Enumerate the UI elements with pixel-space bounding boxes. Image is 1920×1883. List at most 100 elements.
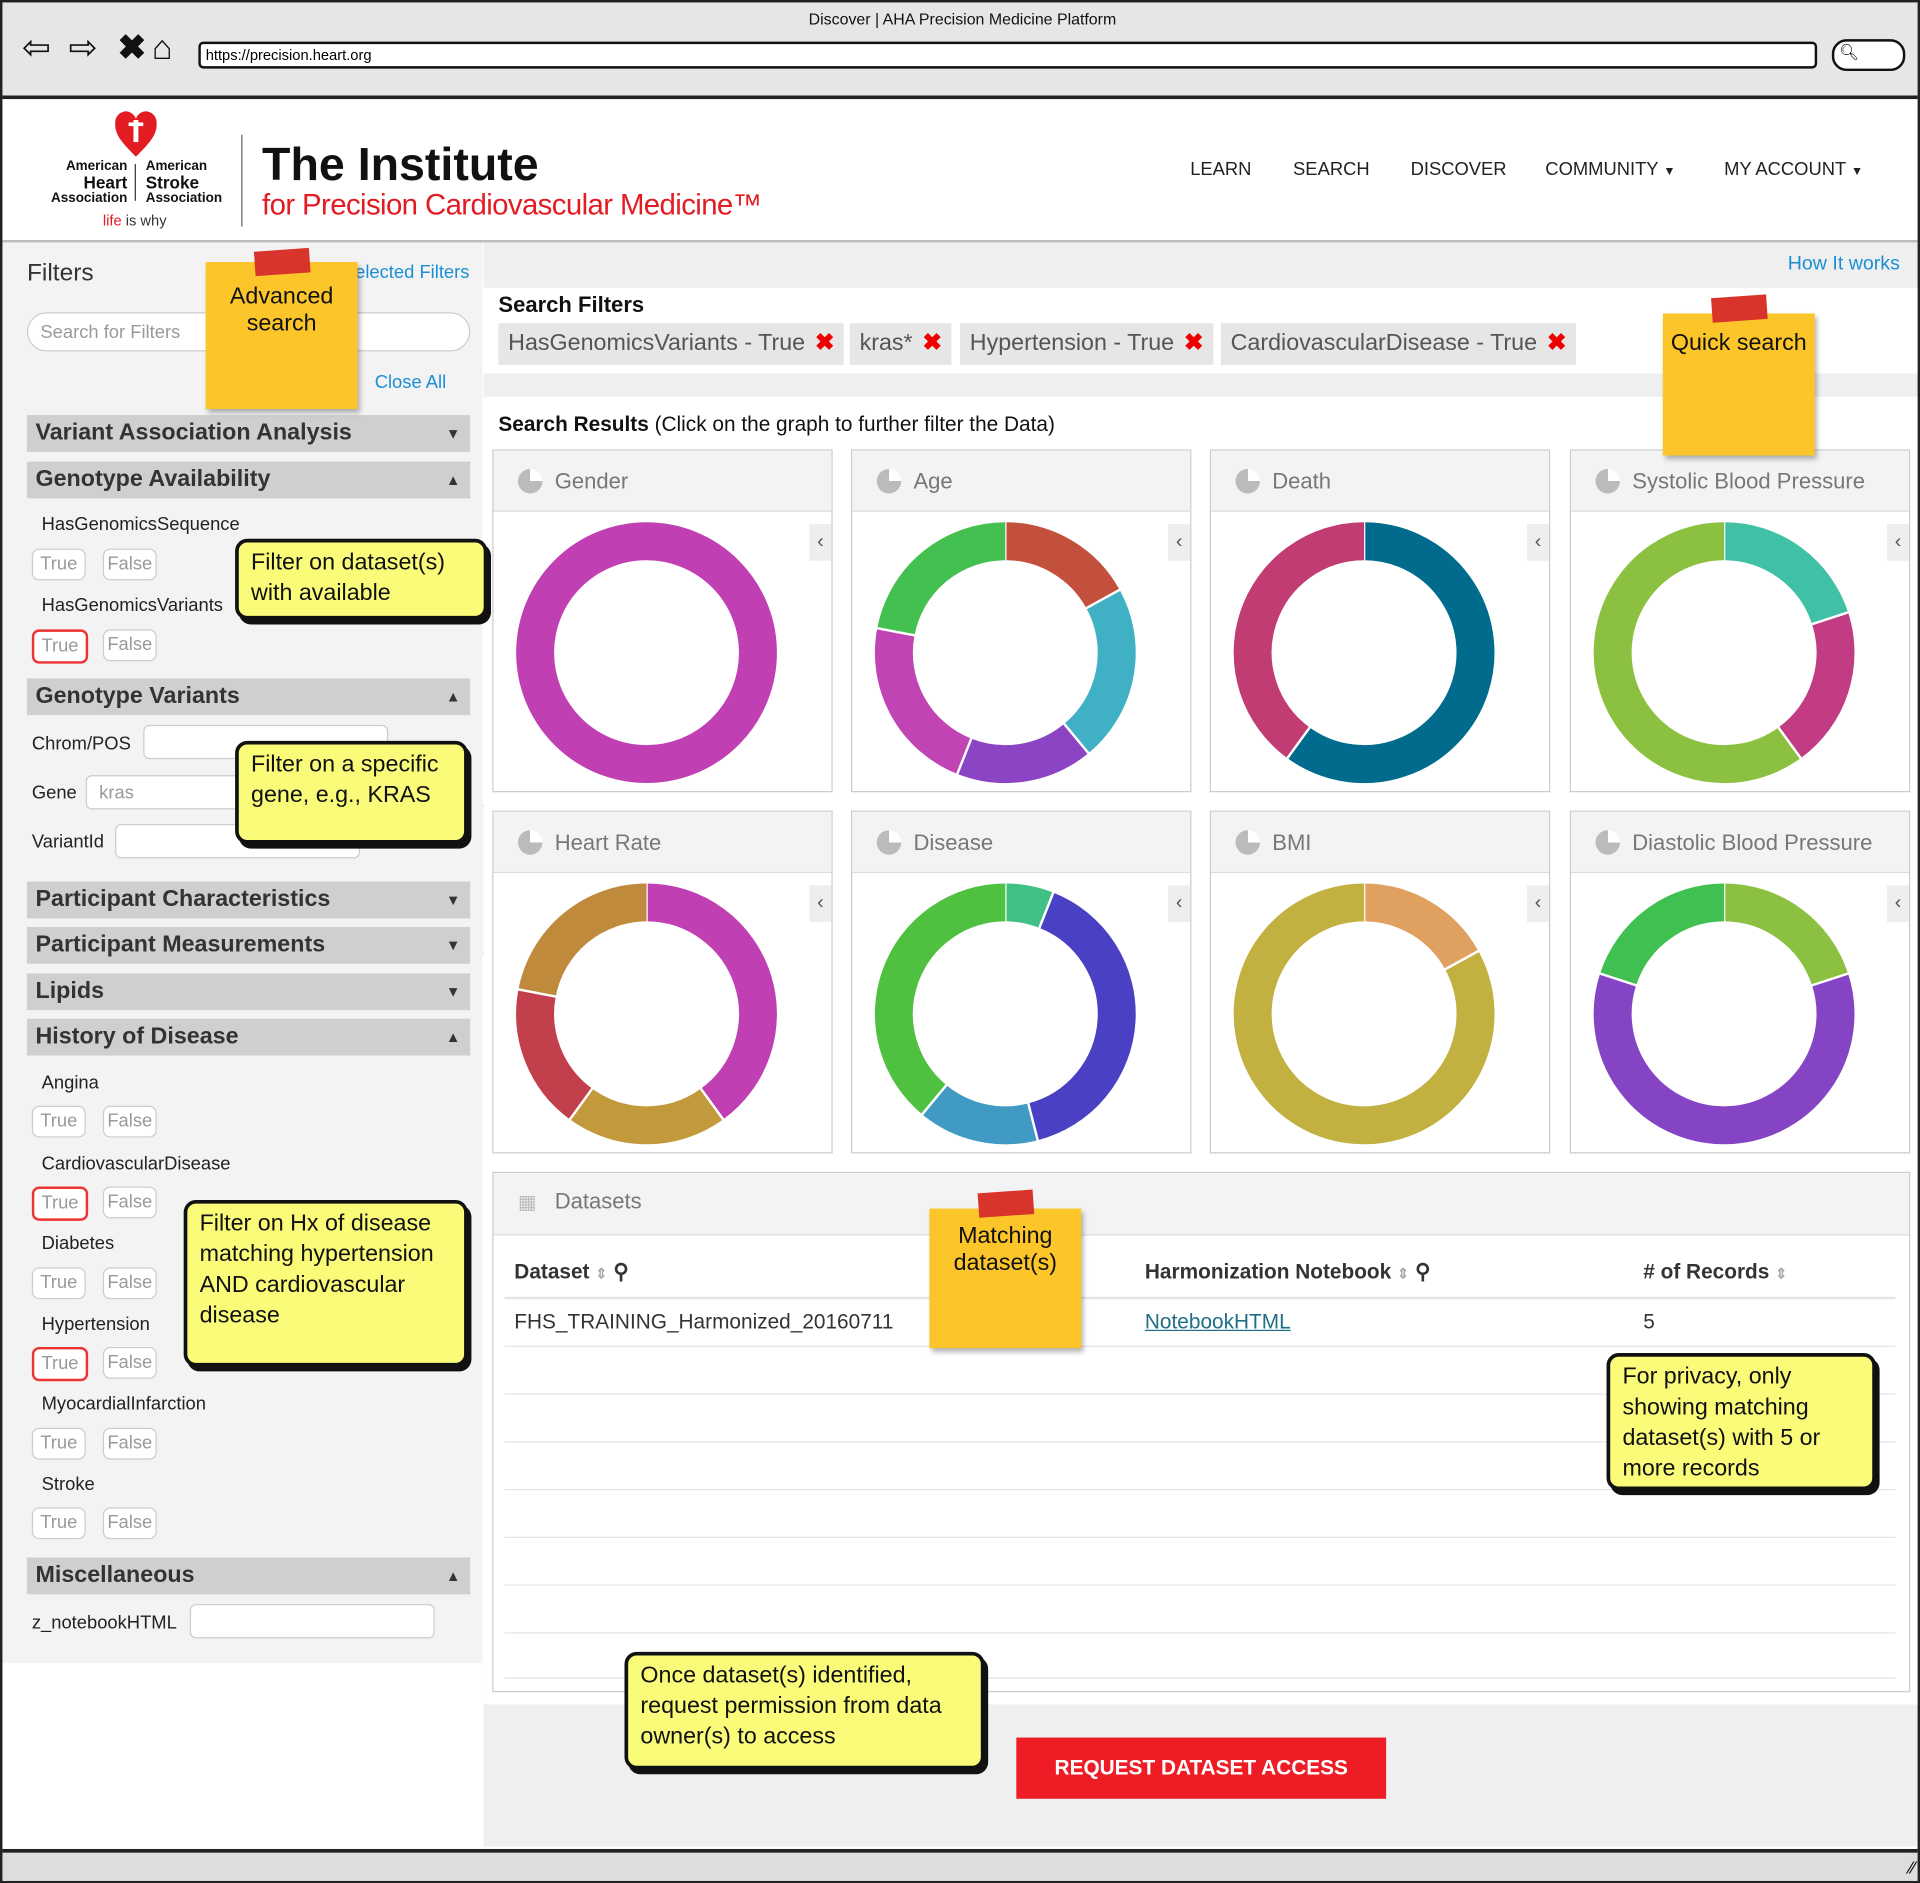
remove-icon[interactable]: ✖: [1546, 330, 1567, 357]
donut-slice[interactable]: [1233, 522, 1365, 759]
filter-chip[interactable]: Hypertension - True ✖: [960, 323, 1214, 365]
col-dataset[interactable]: Dataset ⇕ ⚲: [514, 1260, 629, 1284]
donut-slice[interactable]: [1004, 883, 1054, 929]
chart-card-disease[interactable]: Disease ‹: [851, 810, 1192, 1154]
chart-card-systolic-blood-pressure[interactable]: Systolic Blood Pressure ‹: [1569, 449, 1911, 793]
section-variant-association[interactable]: Variant Association Analysis ▼: [26, 415, 471, 452]
gene-input[interactable]: kras: [85, 775, 245, 810]
chevron-left-icon[interactable]: ‹: [1526, 885, 1549, 923]
chart-card-bmi[interactable]: BMI ‹: [1209, 810, 1551, 1154]
url-bar[interactable]: https://precision.heart.org: [198, 41, 1818, 69]
nav-search[interactable]: SEARCH: [1293, 159, 1370, 181]
section-lipids[interactable]: Lipids ▼: [26, 973, 471, 1011]
notebook-link[interactable]: NotebookHTML: [1144, 1310, 1291, 1334]
chevron-left-icon[interactable]: ‹: [809, 885, 832, 923]
how-it-works-link[interactable]: How It works: [1787, 253, 1900, 275]
donut-slice[interactable]: [1004, 522, 1120, 609]
chevron-left-icon[interactable]: ‹: [1168, 524, 1191, 561]
selected-filters-link[interactable]: Selected Filters: [342, 262, 470, 283]
donut-slice[interactable]: [516, 989, 593, 1120]
stroke-true[interactable]: True: [31, 1507, 86, 1540]
remove-icon[interactable]: ✖: [1183, 330, 1204, 357]
donut-slice[interactable]: [877, 522, 1006, 636]
donut-slice[interactable]: [1600, 883, 1725, 986]
sort-icon[interactable]: ⇕: [1397, 1264, 1410, 1283]
section-participant-characteristics[interactable]: Participant Characteristics ▼: [26, 881, 471, 919]
hypertension-true[interactable]: True: [31, 1346, 89, 1382]
donut-chart[interactable]: [512, 879, 781, 1148]
notebook-input[interactable]: [189, 1604, 435, 1639]
donut-slice[interactable]: [874, 883, 1006, 1115]
chevron-left-icon[interactable]: ‹: [1886, 524, 1909, 561]
cvd-false[interactable]: False: [102, 1186, 157, 1219]
chart-card-gender[interactable]: Gender ‹: [492, 449, 833, 793]
angina-false[interactable]: False: [102, 1105, 157, 1138]
back-icon[interactable]: ⇦: [22, 28, 51, 67]
donut-slice[interactable]: [1723, 883, 1849, 986]
sort-icon[interactable]: ⇕: [1775, 1264, 1788, 1283]
nav-community[interactable]: COMMUNITY ▼: [1545, 159, 1676, 181]
donut-slice[interactable]: [1063, 589, 1136, 754]
has-var-true[interactable]: True: [31, 629, 89, 664]
resize-grip-icon[interactable]: ⁄⁄: [1909, 1857, 1916, 1878]
section-miscellaneous[interactable]: Miscellaneous ▲: [26, 1557, 471, 1595]
donut-chart[interactable]: [871, 518, 1140, 787]
donut-chart[interactable]: [1229, 518, 1498, 787]
donut-slice[interactable]: [1363, 883, 1479, 970]
section-genotype-availability[interactable]: Genotype Availability ▲: [26, 461, 471, 499]
chevron-left-icon[interactable]: ‹: [1526, 524, 1549, 561]
donut-slice[interactable]: [957, 723, 1089, 784]
search-icon[interactable]: ⚲: [1415, 1260, 1431, 1284]
chevron-left-icon[interactable]: ‹: [1886, 885, 1909, 923]
donut-slice[interactable]: [516, 522, 777, 784]
close-all-link[interactable]: Close All: [374, 372, 447, 394]
donut-slice[interactable]: [569, 1088, 724, 1145]
chart-card-diastolic-blood-pressure[interactable]: Diastolic Blood Pressure ‹: [1569, 810, 1911, 1154]
section-participant-measurements[interactable]: Participant Measurements ▼: [26, 926, 471, 964]
chevron-left-icon[interactable]: ‹: [1168, 885, 1191, 923]
donut-slice[interactable]: [1593, 522, 1801, 784]
section-genotype-variants[interactable]: Genotype Variants ▲: [26, 678, 471, 716]
col-records[interactable]: # of Records ⇕: [1643, 1260, 1788, 1284]
donut-slice[interactable]: [874, 628, 972, 774]
nav-my-account[interactable]: MY ACCOUNT ▼: [1724, 159, 1864, 181]
search-icon[interactable]: ⚲: [613, 1260, 629, 1284]
donut-slice[interactable]: [646, 883, 777, 1120]
donut-slice[interactable]: [518, 883, 648, 998]
filter-chip[interactable]: kras* ✖: [849, 323, 952, 365]
chevron-left-icon[interactable]: ‹: [809, 524, 832, 561]
col-notebook[interactable]: Harmonization Notebook ⇕ ⚲: [1144, 1260, 1431, 1284]
section-history-of-disease[interactable]: History of Disease ▲: [26, 1018, 471, 1056]
browser-search[interactable]: 🔍︎: [1831, 39, 1906, 72]
forward-icon[interactable]: ⇨: [68, 28, 98, 67]
mi-false[interactable]: False: [102, 1427, 157, 1460]
close-icon[interactable]: ✖: [117, 28, 147, 67]
has-var-false[interactable]: False: [102, 629, 157, 662]
sort-icon[interactable]: ⇕: [595, 1264, 608, 1283]
remove-icon[interactable]: ✖: [922, 330, 942, 357]
stroke-false[interactable]: False: [102, 1507, 157, 1540]
chart-card-age[interactable]: Age ‹: [851, 449, 1192, 793]
donut-chart[interactable]: [1589, 879, 1858, 1148]
nav-discover[interactable]: DISCOVER: [1410, 159, 1507, 181]
chart-card-heart-rate[interactable]: Heart Rate ‹: [492, 810, 833, 1154]
donut-chart[interactable]: [1589, 518, 1858, 787]
has-seq-true[interactable]: True: [31, 548, 86, 581]
nav-learn[interactable]: LEARN: [1190, 159, 1252, 181]
filter-chip[interactable]: CardiovascularDisease - True ✖: [1220, 323, 1577, 365]
donut-slice[interactable]: [922, 1084, 1038, 1145]
hypertension-false[interactable]: False: [102, 1346, 157, 1379]
donut-slice[interactable]: [1593, 973, 1855, 1145]
donut-slice[interactable]: [1027, 892, 1136, 1141]
diabetes-false[interactable]: False: [102, 1267, 157, 1300]
chart-card-death[interactable]: Death ‹: [1209, 449, 1551, 793]
filter-chip[interactable]: HasGenomicsVariants - True ✖: [498, 323, 845, 365]
donut-slice[interactable]: [1287, 522, 1495, 784]
cvd-true[interactable]: True: [31, 1186, 89, 1221]
donut-chart[interactable]: [871, 879, 1140, 1148]
donut-chart[interactable]: [512, 518, 781, 787]
has-seq-false[interactable]: False: [102, 548, 157, 581]
donut-chart[interactable]: [1229, 879, 1498, 1148]
mi-true[interactable]: True: [31, 1427, 86, 1460]
remove-icon[interactable]: ✖: [814, 330, 835, 357]
